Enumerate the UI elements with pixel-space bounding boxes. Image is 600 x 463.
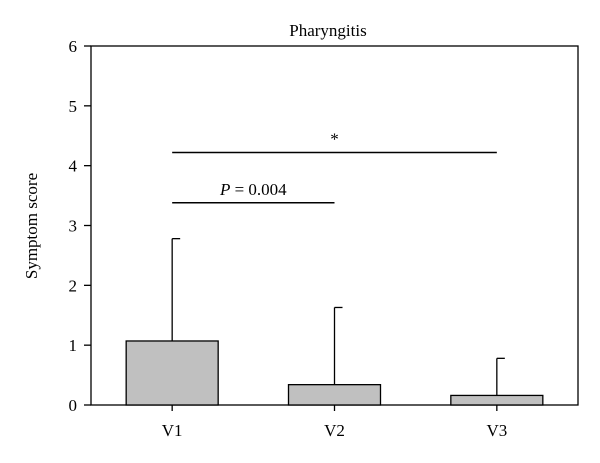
y-axis-label: Symptom score bbox=[22, 173, 41, 279]
bar-v3 bbox=[450, 394, 544, 406]
x-tick-label: V3 bbox=[486, 421, 507, 440]
y-tick-label: 6 bbox=[69, 37, 78, 56]
y-tick-label: 0 bbox=[69, 396, 78, 415]
chart-title: Pharyngitis bbox=[289, 21, 366, 40]
significance-label-2: * bbox=[330, 130, 339, 149]
y-tick-label: 5 bbox=[69, 97, 78, 116]
x-tick-label: V1 bbox=[162, 421, 183, 440]
x-tick-label: V2 bbox=[324, 421, 345, 440]
plot-area: 0 1 2 3 4 5 6 V1 V2 V3 P = 0.004 * bbox=[69, 37, 579, 440]
y-tick-label: 1 bbox=[69, 336, 78, 355]
significance-label-1: P = 0.004 bbox=[219, 180, 287, 199]
bar-v1 bbox=[125, 340, 219, 406]
bar-v2 bbox=[287, 384, 382, 406]
y-tick-label: 3 bbox=[69, 217, 78, 236]
y-tick-label: 4 bbox=[69, 157, 78, 176]
y-tick-label: 2 bbox=[69, 276, 78, 295]
